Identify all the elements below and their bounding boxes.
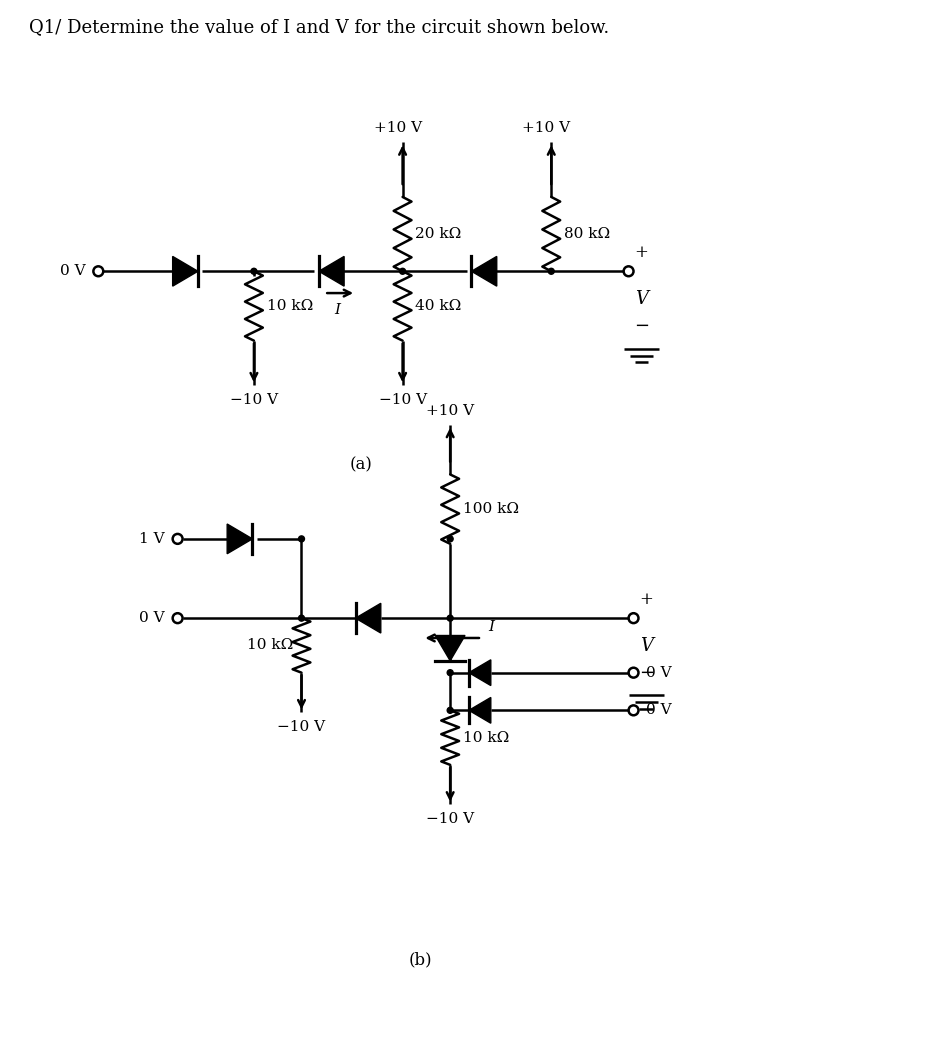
- Text: (b): (b): [408, 951, 431, 968]
- Text: +: +: [638, 592, 652, 608]
- Text: +10 V: +10 V: [426, 404, 474, 418]
- Circle shape: [446, 707, 453, 713]
- Polygon shape: [468, 660, 490, 686]
- Circle shape: [446, 536, 453, 542]
- Polygon shape: [227, 524, 252, 554]
- Text: −: −: [634, 317, 649, 335]
- Text: (a): (a): [349, 456, 372, 473]
- Polygon shape: [318, 256, 344, 286]
- Circle shape: [251, 269, 256, 274]
- Text: V: V: [635, 290, 648, 308]
- Circle shape: [399, 269, 405, 274]
- Text: −: −: [638, 664, 653, 682]
- Text: −10 V: −10 V: [426, 812, 474, 827]
- Text: 0 V: 0 V: [139, 612, 165, 625]
- Text: −10 V: −10 V: [378, 393, 426, 407]
- Polygon shape: [355, 603, 380, 633]
- Text: 1 V: 1 V: [139, 532, 165, 545]
- Circle shape: [446, 615, 453, 621]
- Circle shape: [446, 669, 453, 676]
- Text: I: I: [334, 303, 340, 317]
- Text: 10 kΩ: 10 kΩ: [462, 730, 509, 745]
- Text: −10 V: −10 V: [277, 721, 325, 734]
- Polygon shape: [471, 256, 496, 286]
- Text: V: V: [639, 637, 652, 655]
- Text: 20 kΩ: 20 kΩ: [415, 227, 461, 241]
- Text: Q1/ Determine the value of I and V for the circuit shown below.: Q1/ Determine the value of I and V for t…: [29, 19, 608, 37]
- Circle shape: [299, 536, 304, 542]
- Text: 10 kΩ: 10 kΩ: [247, 639, 293, 652]
- Text: 40 kΩ: 40 kΩ: [415, 299, 461, 313]
- Text: 100 kΩ: 100 kΩ: [462, 502, 519, 516]
- Text: 10 kΩ: 10 kΩ: [267, 299, 313, 313]
- Polygon shape: [468, 698, 490, 723]
- Text: 0 V: 0 V: [60, 264, 85, 278]
- Polygon shape: [172, 256, 197, 286]
- Circle shape: [548, 269, 553, 274]
- Text: −10 V: −10 V: [229, 393, 278, 407]
- Text: I: I: [488, 620, 493, 634]
- Text: 0 V: 0 V: [646, 703, 671, 718]
- Text: +10 V: +10 V: [373, 122, 421, 135]
- Circle shape: [299, 615, 304, 621]
- Text: 80 kΩ: 80 kΩ: [563, 227, 609, 241]
- Text: 0 V: 0 V: [646, 666, 671, 680]
- Text: +10 V: +10 V: [521, 122, 570, 135]
- Polygon shape: [435, 636, 464, 661]
- Text: +: +: [634, 244, 648, 261]
